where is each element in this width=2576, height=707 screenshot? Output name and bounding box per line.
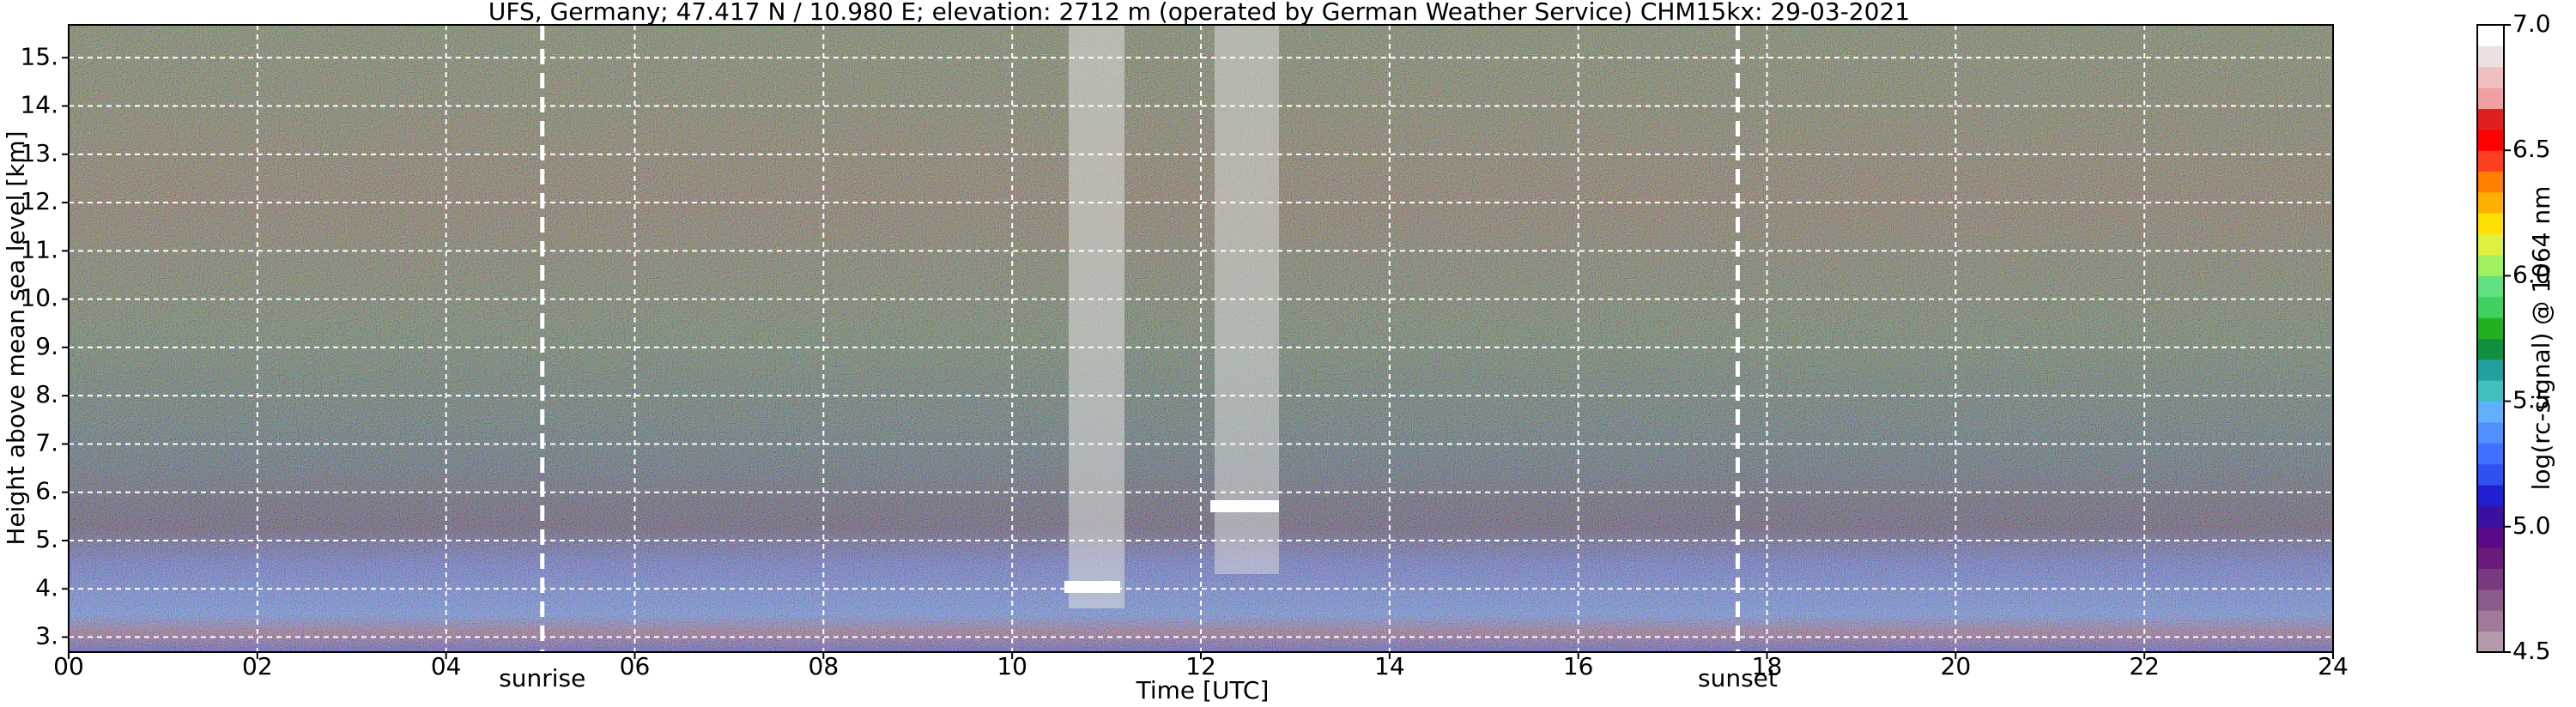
colorbar-segment [2477, 380, 2504, 402]
colorbar-segment [2477, 505, 2504, 528]
colorbar-segment [2477, 463, 2504, 486]
colorbar-segment [2477, 359, 2504, 381]
y-tick-label: 8. [35, 380, 58, 408]
y-tick-label: 4. [35, 573, 58, 601]
colorbar-frame [2476, 24, 2505, 653]
y-tick-label: 13. [20, 139, 58, 167]
colorbar-segment [2477, 150, 2504, 172]
y-tick-label: 7. [35, 428, 58, 456]
x-tick-label: 10 [997, 652, 1027, 680]
cloud-layer [1210, 500, 1279, 512]
x-tick-label: 18 [1752, 652, 1783, 680]
colorbar-tick-label: 5.0 [2512, 511, 2551, 540]
colorbar-tick-label: 4.5 [2512, 637, 2551, 665]
colorbar-segment [2477, 129, 2504, 151]
colorbar-label: log(rc-signal) @ 1064 nm [2527, 186, 2555, 491]
colorbar-segment [2477, 338, 2504, 360]
cloud-layer [1064, 581, 1120, 593]
colorbar-segment [2477, 485, 2504, 506]
x-tick-label: 12 [1185, 652, 1216, 680]
colorbar-tick-label: 7.0 [2512, 9, 2551, 38]
colorbar-segment [2477, 401, 2504, 423]
precipitation-column [1069, 25, 1124, 608]
x-tick-label: 24 [2318, 652, 2349, 680]
colorbar-segment [2477, 108, 2504, 130]
colorbar-segment [2477, 631, 2504, 653]
colorbar-tick-label: 6.5 [2512, 135, 2551, 163]
colorbar-segment [2477, 547, 2504, 570]
x-tick-label: 04 [431, 652, 462, 680]
colorbar-segment [2477, 589, 2504, 611]
y-axis-label: Height above mean sea level [km] [2, 130, 30, 545]
y-tick-label: 6. [35, 477, 58, 505]
colorbar-segment [2477, 191, 2504, 214]
colorbar-segment [2477, 25, 2504, 46]
y-tick-label: 12. [20, 187, 58, 215]
x-tick-label: 02 [242, 652, 273, 680]
colorbar-segment [2477, 66, 2504, 88]
colorbar-segment [2477, 255, 2504, 276]
y-tick-label: 3. [35, 622, 58, 650]
y-tick-label: 15. [20, 42, 58, 70]
x-tick-label: 16 [1563, 652, 1594, 680]
colorbar-tick-label: 6.0 [2512, 260, 2551, 288]
x-axis-label: Time [UTC] [1136, 676, 1270, 704]
colorbar-segment [2477, 443, 2504, 465]
colorbar-segment [2477, 568, 2504, 590]
colorbar-segment [2477, 171, 2504, 193]
x-tick-label: 08 [809, 652, 839, 680]
colorbar-segment [2477, 88, 2504, 109]
colorbar-segment [2477, 275, 2504, 298]
y-tick-label: 9. [35, 332, 58, 360]
x-tick-label: 22 [2129, 652, 2160, 680]
annotation-label: sunrise [499, 664, 585, 692]
colorbar-segment [2477, 526, 2504, 548]
chart-title: UFS, Germany; 47.417 N / 10.980 E; eleva… [488, 0, 1910, 26]
colorbar-tick-label: 5.5 [2512, 386, 2551, 414]
x-tick-label: 00 [53, 652, 84, 680]
x-tick-label: 14 [1374, 652, 1405, 680]
colorbar-segment [2477, 421, 2504, 444]
y-tick-label: 10. [20, 284, 58, 312]
colorbar-segment [2477, 296, 2504, 318]
x-tick-label: 06 [620, 652, 651, 680]
annotation-label: sunset [1698, 664, 1778, 692]
colorbar-segment [2477, 610, 2504, 632]
y-tick-label: 5. [35, 525, 58, 553]
y-tick-label: 11. [20, 235, 58, 263]
y-tick-label: 14. [20, 91, 58, 119]
colorbar-segment [2477, 233, 2504, 256]
plot-frame [68, 24, 2334, 653]
colorbar-segment [2477, 45, 2504, 68]
colorbar-segment [2477, 317, 2504, 339]
colorbar-segment [2477, 213, 2504, 235]
x-tick-label: 20 [1941, 652, 1972, 680]
